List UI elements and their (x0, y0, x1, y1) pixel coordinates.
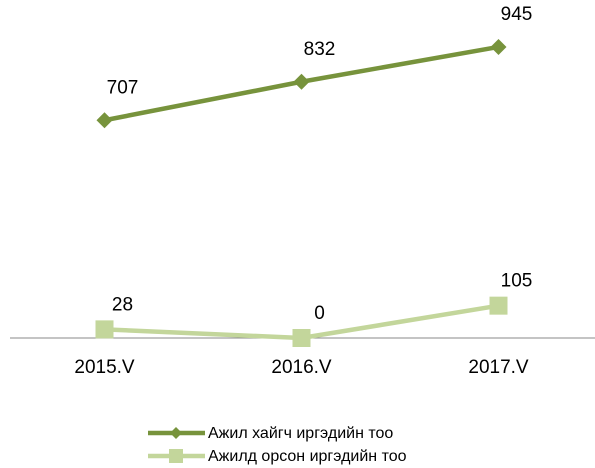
marker (489, 296, 508, 315)
legend-label: Ажил хайгч иргэдийн тоо (208, 425, 393, 442)
data-label: 0 (314, 303, 325, 324)
data-label: 707 (107, 77, 139, 98)
marker (95, 320, 114, 339)
x-tick-label: 2017.V (468, 357, 529, 378)
data-label: 945 (501, 4, 533, 25)
legend-marker (170, 427, 182, 439)
x-tick-label: 2015.V (74, 357, 135, 378)
data-label: 832 (304, 39, 336, 60)
legend-marker (169, 449, 183, 463)
legend-label: Ажилд орсон иргэдийн тоо (208, 448, 407, 465)
data-label: 28 (112, 294, 133, 315)
marker (292, 329, 311, 347)
marker (490, 38, 507, 55)
marker (293, 73, 310, 90)
marker (96, 112, 113, 129)
x-tick-label: 2016.V (271, 357, 332, 378)
data-label: 105 (501, 271, 533, 292)
